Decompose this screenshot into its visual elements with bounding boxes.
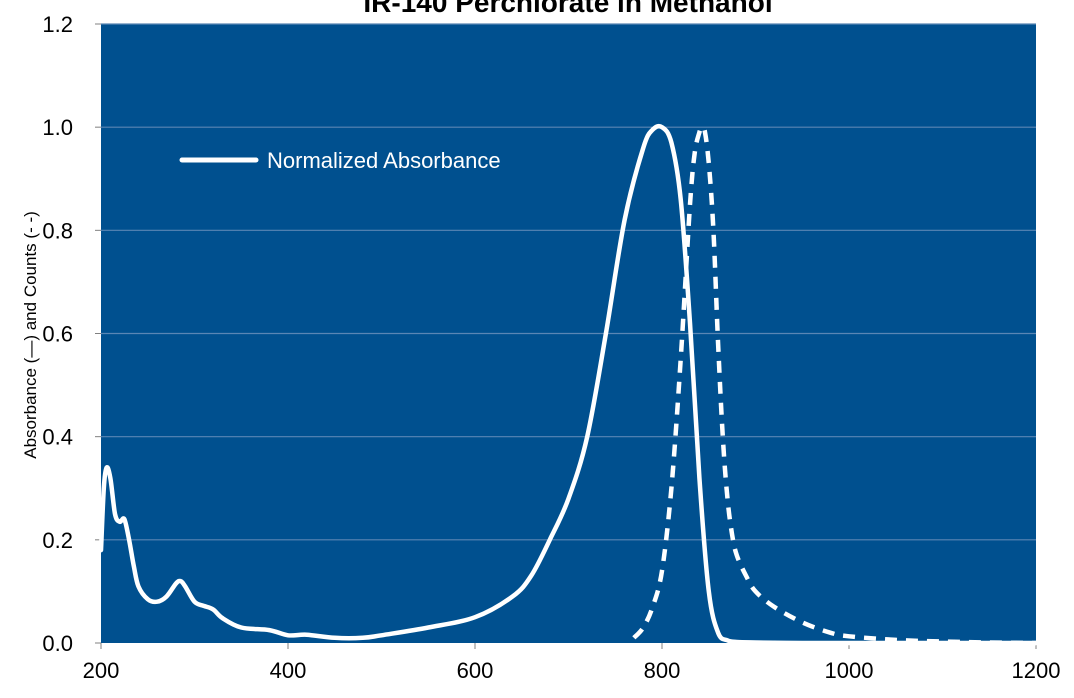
absorbance-series-line — [98, 123, 1039, 646]
legend-label: Normalized Absorbance — [267, 148, 501, 173]
x-tick-label: 800 — [644, 658, 681, 683]
x-axis-ticks: 200 400 600 800 1000 1200 — [83, 643, 1061, 683]
x-tick-label: 1000 — [825, 658, 874, 683]
y-axis-ticks: 0.0 0.2 0.4 0.6 0.8 1.0 1.2 — [42, 12, 101, 656]
y-tick-label: 1.2 — [42, 12, 73, 37]
y-tick-label: 0.0 — [42, 631, 73, 656]
chart-title: IR-140 Perchlorate in Methanol — [363, 0, 772, 18]
gridlines — [101, 23, 1036, 541]
legend: Normalized Absorbance — [179, 148, 501, 173]
y-tick-label: 1.0 — [42, 115, 73, 140]
y-tick-label: 0.8 — [42, 218, 73, 243]
x-tick-label: 600 — [457, 658, 494, 683]
counts-series-line — [632, 124, 1037, 646]
x-tick-label: 200 — [83, 658, 120, 683]
y-tick-label: 0.4 — [42, 425, 73, 450]
x-tick-label: 400 — [270, 658, 307, 683]
y-tick-label: 0.6 — [42, 322, 73, 347]
y-axis-label: Absorbance (—) and Counts (- -) — [21, 211, 40, 459]
series-lines — [98, 123, 1039, 646]
y-tick-label: 0.2 — [42, 528, 73, 553]
x-tick-label: 1200 — [1012, 658, 1061, 683]
